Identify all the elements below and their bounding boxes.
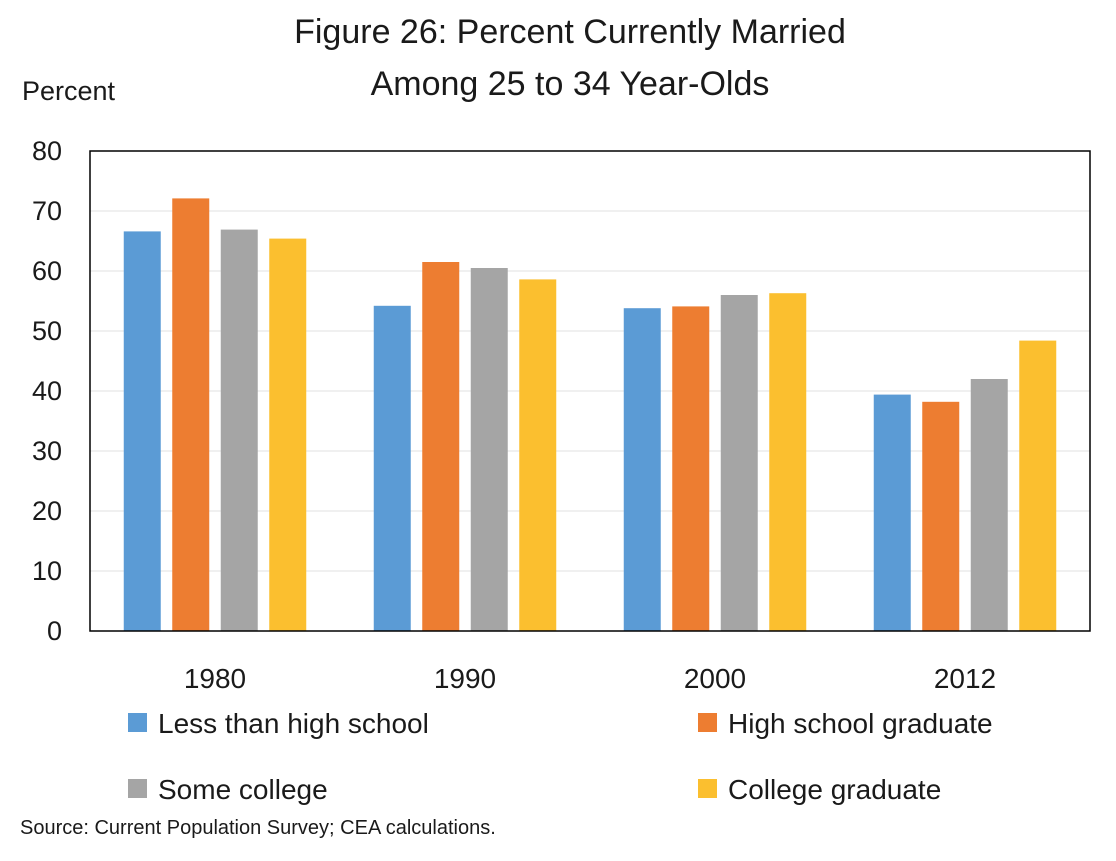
chart-title-line-2: Among 25 to 34 Year-Olds xyxy=(371,65,770,103)
bar-2000-less-than-high-school xyxy=(623,308,661,631)
legend-swatch xyxy=(128,779,147,798)
legend-swatch xyxy=(128,713,147,732)
bar-2000-high-school-graduate xyxy=(672,306,710,631)
y-tick-label: 60 xyxy=(32,256,62,286)
x-category-label: 2012 xyxy=(934,663,996,694)
y-axis-label: Percent xyxy=(22,76,116,106)
bar-1980-college-graduate xyxy=(269,238,307,631)
legend-label: High school graduate xyxy=(728,708,993,739)
legend-swatch xyxy=(698,713,717,732)
y-axis-ticks: 0 10 20 30 40 50 60 70 80 xyxy=(32,136,62,646)
legend-swatch xyxy=(698,779,717,798)
y-tick-label: 30 xyxy=(32,436,62,466)
y-tick-label: 0 xyxy=(47,616,62,646)
legend: Less than high school High school graduat… xyxy=(128,708,993,805)
bar-1990-college-graduate xyxy=(519,279,557,631)
y-tick-label: 70 xyxy=(32,196,62,226)
chart-title-line-1: Figure 26: Percent Currently Married xyxy=(294,13,846,51)
bar-2012-college-graduate xyxy=(1019,340,1057,631)
bar-2012-some-college xyxy=(970,379,1008,631)
x-category-label: 1990 xyxy=(434,663,496,694)
bar-1980-high-school-graduate xyxy=(172,198,210,631)
y-tick-label: 40 xyxy=(32,376,62,406)
bar-1990-high-school-graduate xyxy=(422,262,460,631)
y-tick-label: 80 xyxy=(32,136,62,166)
legend-item-high-school-graduate: High school graduate xyxy=(698,708,993,739)
legend-label: Less than high school xyxy=(158,708,429,739)
legend-item-less-than-high-school: Less than high school xyxy=(128,708,429,739)
source-note: Source: Current Population Survey; CEA c… xyxy=(20,817,496,839)
y-tick-label: 50 xyxy=(32,316,62,346)
y-tick-label: 10 xyxy=(32,556,62,586)
x-axis-categories: 1980 1990 2000 2012 xyxy=(184,663,996,694)
bar-2000-some-college xyxy=(720,295,758,631)
bar-1990-less-than-high-school xyxy=(373,305,411,631)
legend-item-some-college: Some college xyxy=(128,774,328,805)
bars xyxy=(123,198,1057,631)
bar-1990-some-college xyxy=(470,268,508,631)
bar-2012-less-than-high-school xyxy=(873,394,911,631)
x-category-label: 2000 xyxy=(684,663,746,694)
bar-1980-some-college xyxy=(220,229,258,631)
legend-item-college-graduate: College graduate xyxy=(698,774,941,805)
chart-title: Figure 26: Percent Currently Married Amo… xyxy=(294,13,846,103)
legend-label: Some college xyxy=(158,774,328,805)
legend-label: College graduate xyxy=(728,774,941,805)
bar-2000-college-graduate xyxy=(769,293,807,631)
y-tick-label: 20 xyxy=(32,496,62,526)
bar-2012-high-school-graduate xyxy=(922,401,960,631)
x-category-label: 1980 xyxy=(184,663,246,694)
plot-area-frame xyxy=(89,150,1091,632)
bar-1980-less-than-high-school xyxy=(123,231,161,631)
